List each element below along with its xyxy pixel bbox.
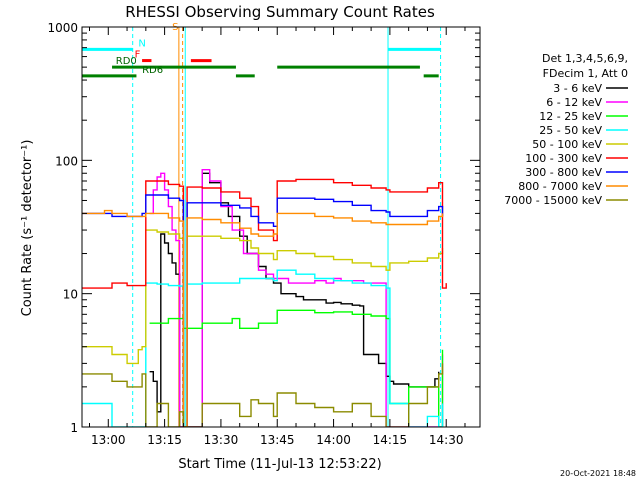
- plot-clip-group: [82, 27, 447, 427]
- y-tick-label: 10: [63, 288, 78, 302]
- x-axis-label: Start Time (11-Jul-13 12:53:22): [178, 457, 381, 472]
- legend-entry-5: 100 - 300 keV: [525, 152, 602, 165]
- footer-timestamp: 20-Oct-2021 18:48: [560, 469, 636, 478]
- x-tick-label: 14:00: [316, 433, 351, 447]
- series-line-2: [149, 309, 444, 427]
- legend-entry-3: 25 - 50 keV: [539, 124, 602, 137]
- legend-entry-4: 50 - 100 keV: [532, 138, 602, 151]
- series-line-6: [82, 194, 444, 427]
- legend-entry-7: 800 - 7000 keV: [518, 180, 602, 193]
- series-line-8: [82, 363, 444, 427]
- x-tick-label: 13:00: [91, 433, 126, 447]
- plot-frame: [81, 26, 481, 428]
- flag-label-f: F: [135, 50, 141, 61]
- series-line-4: [82, 229, 444, 427]
- axis-ticks: 13:00 13:15 13:30 13:45 14:00 14:15 14:30 1 10 10…: [47, 21, 480, 447]
- x-tick-label: 14:15: [373, 433, 408, 447]
- legend-entry-8: 7000 - 15000 keV: [504, 194, 602, 207]
- y-axis-label: Count Rate (s⁻¹ detector⁻¹): [20, 140, 35, 317]
- legend-entry-1: 6 - 12 keV: [546, 96, 602, 109]
- legend-entry-0: 3 - 6 keV: [553, 82, 602, 95]
- flag-label-rd0: RD0: [116, 56, 137, 67]
- flag-label-s: S: [172, 22, 178, 33]
- series-line-0: [149, 172, 440, 427]
- y-tick-label: 1: [70, 421, 78, 435]
- legend-header-line-2: FDecim 1, Att 0: [543, 67, 628, 80]
- y-tick-label: 100: [55, 154, 78, 168]
- x-tick-label: 13:15: [147, 433, 182, 447]
- series-line-7: [82, 209, 444, 427]
- x-tick-label: 14:30: [429, 433, 464, 447]
- x-tick-label: 13:30: [204, 433, 239, 447]
- y-tick-label: 1000: [47, 21, 78, 35]
- x-tick-label: 13:45: [260, 433, 295, 447]
- series-line-1: [149, 169, 444, 427]
- flag-label-n: N: [138, 38, 145, 49]
- legend-header-line-1: Det 1,3,4,5,6,9,: [542, 52, 628, 65]
- flag-label-rd6: RD6: [142, 65, 163, 76]
- chart-title: RHESSI Observing Summary Count Rates: [125, 3, 435, 21]
- legend-entry-2: 12 - 25 keV: [539, 110, 602, 123]
- legend-entry-6: 300 - 800 keV: [525, 166, 602, 179]
- series-line-3: [82, 269, 444, 427]
